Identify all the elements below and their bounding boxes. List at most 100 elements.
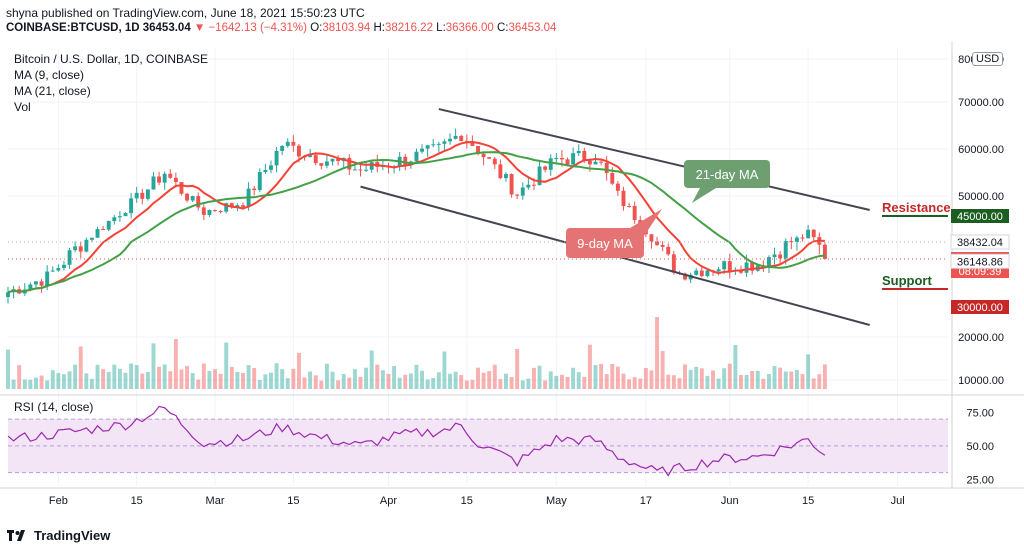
candle-body (241, 205, 245, 207)
volume-bar (783, 371, 788, 389)
price-chart[interactable]: 80000.0070000.0060000.0050000.0020000.00… (0, 41, 1024, 511)
volume-bar (705, 376, 710, 389)
candle-body (783, 241, 788, 259)
candle-body (554, 157, 559, 159)
volume-bar (420, 370, 425, 389)
candle-body (252, 188, 257, 191)
currency-badge[interactable]: USD (972, 52, 1004, 66)
volume-bar (56, 373, 61, 389)
volume-bar (397, 377, 402, 389)
volume-bar (78, 346, 83, 389)
volume-bar (811, 378, 816, 389)
volume-bar (587, 344, 592, 389)
candle-body (587, 160, 592, 165)
volume-bar (168, 371, 173, 389)
footer-brand[interactable]: TradingView (6, 524, 110, 546)
candle-body (604, 162, 609, 174)
volume-bar (744, 374, 749, 389)
rsi-line (7, 405, 826, 477)
volume-bar (134, 365, 139, 389)
candle-body (319, 163, 324, 166)
price-label-value: 30000.00 (957, 302, 1003, 314)
candle-body (531, 184, 536, 186)
volume-bar (257, 380, 262, 389)
low-value: 36366.00 (445, 22, 494, 34)
volume-bar (504, 373, 508, 389)
candle-body (157, 176, 162, 183)
symbol-ohlc: COINBASE:BTCUSD, 1D 36453.04 ▼ −1642.13 … (6, 22, 556, 34)
volume-bar (453, 371, 458, 389)
volume-bar (6, 349, 10, 389)
x-tick-label: May (546, 495, 567, 507)
candle-body (95, 229, 100, 238)
volume-bar (671, 375, 676, 389)
candle-body (498, 164, 503, 179)
candle-body (56, 268, 61, 271)
candle-body (766, 257, 771, 267)
legend-ma21: MA (21, close) (14, 84, 91, 98)
candle-body (509, 174, 514, 195)
candle-body (526, 184, 531, 188)
candle-body (179, 182, 184, 194)
candle-body (196, 196, 201, 208)
candle-body (571, 153, 576, 165)
candle-body (190, 196, 195, 201)
candle-body (425, 145, 430, 149)
volume-bar (324, 363, 329, 389)
publish-info: shyna published on TradingView.com, June… (6, 6, 365, 20)
candle-body (347, 157, 352, 170)
volume-bar (95, 364, 100, 389)
volume-bar (67, 371, 72, 389)
volume-bar (576, 372, 581, 389)
candle-body (778, 254, 783, 259)
volume-bar (425, 379, 430, 389)
ma21-callout-box (684, 160, 770, 188)
volume-bar (520, 380, 525, 389)
candle-body (285, 141, 290, 146)
volume-bar (537, 365, 542, 389)
volume-bar (727, 363, 732, 389)
candle-body (576, 150, 581, 154)
volume-bar (61, 374, 66, 389)
volume-bar (229, 366, 234, 389)
volume-bar (794, 370, 799, 389)
candle-body (291, 141, 296, 146)
legend-ma9: MA (9, close) (14, 68, 85, 82)
volume-bar (711, 370, 715, 389)
volume-bar (492, 364, 497, 389)
volume-bar (442, 351, 447, 389)
candle-body (666, 246, 671, 255)
volume-bar (822, 364, 827, 389)
x-tick-label: 15 (131, 495, 143, 507)
candle-body (280, 145, 285, 151)
volume-bar (252, 368, 257, 389)
volume-bar (235, 371, 240, 389)
candle-body (213, 210, 217, 212)
candle-body (235, 205, 240, 207)
volume-bar (380, 370, 385, 389)
volume-bar (526, 378, 531, 389)
y-tick-label: 70000.00 (958, 97, 1004, 109)
candle-body (134, 192, 139, 199)
volume-bar (459, 375, 464, 389)
volume-bar (431, 378, 436, 389)
candle-body (431, 144, 436, 146)
candle-body (140, 192, 145, 199)
price-label-box (951, 209, 1009, 223)
y-tick-label: 20000.00 (958, 332, 1004, 344)
candle-body (705, 270, 710, 277)
candle-body (789, 241, 794, 243)
price-label-value: 38432.04 (957, 237, 1003, 249)
candle-body (442, 141, 447, 144)
volume-bar (632, 377, 637, 389)
candle-body (352, 169, 357, 171)
volume-bar (408, 373, 413, 389)
volume-bar (643, 367, 648, 389)
volume-bar (330, 371, 335, 389)
price-label-countdown: 08:09:39 (959, 266, 1002, 278)
ma21-line (7, 151, 826, 294)
candle-body (593, 161, 598, 165)
candle-body (649, 234, 654, 242)
volume-bar (196, 379, 201, 389)
candle-body (559, 157, 564, 160)
